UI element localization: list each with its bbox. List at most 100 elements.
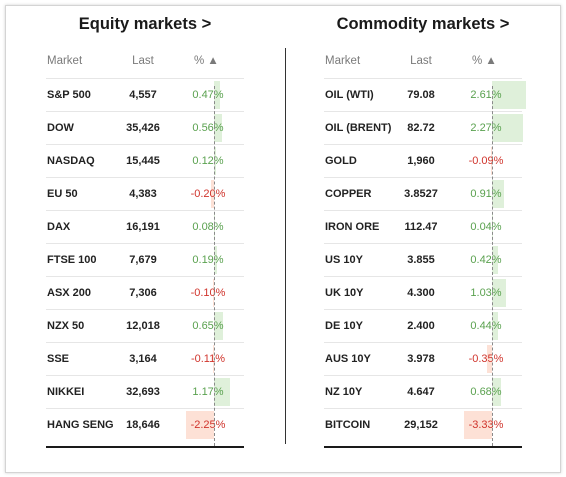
last-price: 82.72 [407, 122, 435, 134]
last-price: 7,679 [129, 254, 157, 266]
table-row[interactable]: DE 10Y 2.400 0.44% [324, 309, 522, 342]
last-price: 79.08 [407, 89, 435, 101]
last-price: 4,557 [129, 89, 157, 101]
commodity-table-body: OIL (WTI) 79.08 2.61% OIL (BRENT) 82.72 2.27%… [324, 78, 526, 441]
table-row[interactable]: HANG SENG 18,646 -2.25% [46, 408, 244, 441]
percent-change: 0.47% [192, 89, 224, 101]
table-row[interactable]: DAX 16,191 0.08% [46, 210, 244, 243]
percent-change: 0.19% [192, 254, 224, 266]
market-name: GOLD [325, 155, 357, 167]
equity-markets-link[interactable]: Equity markets > [78, 15, 212, 33]
table-row[interactable]: S&P 500 4,557 0.47% [46, 78, 244, 111]
percent-change: 0.08% [192, 221, 224, 233]
market-name: NZ 10Y [325, 386, 363, 398]
table-row[interactable]: OIL (BRENT) 82.72 2.27% [324, 111, 523, 144]
market-name: NASDAQ [47, 155, 95, 167]
positive-change-bar [492, 312, 498, 340]
table-row[interactable]: NASDAQ 15,445 0.12% [46, 144, 244, 177]
last-price: 35,426 [126, 122, 160, 134]
last-column-header[interactable]: Last [132, 55, 154, 67]
last-price: 4.300 [407, 287, 435, 299]
table-row[interactable]: ASX 200 7,306 -0.10% [46, 276, 244, 309]
percent-change: 0.91% [470, 188, 502, 200]
negative-change-bar [212, 345, 214, 373]
last-price: 2.400 [407, 320, 435, 332]
market-name: BITCOIN [325, 419, 371, 431]
last-price: 112.47 [404, 221, 438, 233]
positive-change-bar [214, 246, 217, 274]
positive-change-bar [492, 81, 526, 109]
market-column-header[interactable]: Market [325, 55, 361, 67]
percent-change: 0.04% [470, 221, 502, 233]
percent-column-header[interactable]: % ▲ [194, 55, 219, 67]
market-name: COPPER [325, 188, 372, 200]
table-row[interactable]: SSE 3,164 -0.11% [46, 342, 244, 375]
percent-change: 0.42% [470, 254, 502, 266]
percent-change: 0.68% [470, 386, 502, 398]
positive-change-bar [492, 246, 498, 274]
last-price: 4.647 [407, 386, 435, 398]
last-price: 15,445 [126, 155, 160, 167]
last-column-header[interactable]: Last [410, 55, 432, 67]
table-row[interactable]: FTSE 100 7,679 0.19% [46, 243, 244, 276]
last-price: 3.855 [407, 254, 435, 266]
market-name: S&P 500 [47, 89, 91, 101]
negative-change-bar [487, 345, 492, 373]
last-price: 32,693 [126, 386, 160, 398]
percent-change: -0.35% [468, 353, 504, 365]
table-row[interactable]: US 10Y 3.855 0.42% [324, 243, 522, 276]
last-price: 1,960 [407, 155, 435, 167]
table-row[interactable]: AUS 10Y 3.978 -0.35% [324, 342, 522, 375]
commodity-markets-link[interactable]: Commodity markets > [336, 15, 510, 33]
last-price: 3.8527 [404, 188, 438, 200]
table-row[interactable]: IRON ORE 112.47 0.04% [324, 210, 522, 243]
table-row[interactable]: OIL (WTI) 79.08 2.61% [324, 78, 526, 111]
positive-change-bar [214, 312, 223, 340]
percent-change: -0.10% [190, 287, 226, 299]
market-name: NZX 50 [47, 320, 85, 332]
table-row[interactable]: NIKKEI 32,693 1.17% [46, 375, 244, 408]
percent-column-header[interactable]: % ▲ [472, 55, 497, 67]
last-price: 3.978 [407, 353, 435, 365]
table-row[interactable]: NZ 10Y 4.647 0.68% [324, 375, 522, 408]
market-name: DAX [47, 221, 71, 233]
positive-change-bar [214, 114, 222, 142]
positive-change-bar [214, 378, 230, 406]
last-price: 18,646 [126, 419, 160, 431]
percent-change: -0.09% [468, 155, 504, 167]
percent-change: -2.25% [190, 419, 226, 431]
market-name: IRON ORE [325, 221, 380, 233]
negative-change-bar [464, 411, 492, 439]
table-row[interactable]: UK 10Y 4.300 1.03% [324, 276, 522, 309]
market-name: OIL (BRENT) [325, 122, 392, 134]
table-row[interactable]: DOW 35,426 0.56% [46, 111, 244, 144]
last-price: 7,306 [129, 287, 157, 299]
table-row[interactable]: NZX 50 12,018 0.65% [46, 309, 244, 342]
negative-change-bar [490, 147, 492, 175]
table-row[interactable]: GOLD 1,960 -0.09% [324, 144, 522, 177]
table-bottom-border [46, 446, 244, 448]
market-column-header[interactable]: Market [47, 55, 83, 67]
last-price: 4,383 [129, 188, 157, 200]
commodity-table-header: Market Last % ▲ [324, 55, 522, 73]
panel-divider [285, 48, 286, 444]
percent-change: 2.61% [470, 89, 502, 101]
percent-change: 0.12% [192, 155, 224, 167]
zero-line [492, 86, 493, 446]
positive-change-bar [214, 81, 221, 109]
positive-change-bar [492, 180, 505, 208]
equity-table-header: Market Last % ▲ [46, 55, 244, 73]
market-name: OIL (WTI) [325, 89, 374, 101]
market-name: NIKKEI [47, 386, 85, 398]
table-row[interactable]: COPPER 3.8527 0.91% [324, 177, 522, 210]
positive-change-bar [492, 378, 502, 406]
percent-change: -3.33% [468, 419, 504, 431]
table-row[interactable]: EU 50 4,383 -0.20% [46, 177, 244, 210]
positive-change-bar [492, 279, 506, 307]
negative-change-bar [186, 411, 214, 439]
table-row[interactable]: BITCOIN 29,152 -3.33% [324, 408, 522, 441]
percent-change: 0.56% [192, 122, 224, 134]
market-name: FTSE 100 [47, 254, 97, 266]
equity-table-body: S&P 500 4,557 0.47% DOW 35,426 0.56% NASDAQ 15,… [46, 78, 244, 441]
market-name: AUS 10Y [325, 353, 371, 365]
